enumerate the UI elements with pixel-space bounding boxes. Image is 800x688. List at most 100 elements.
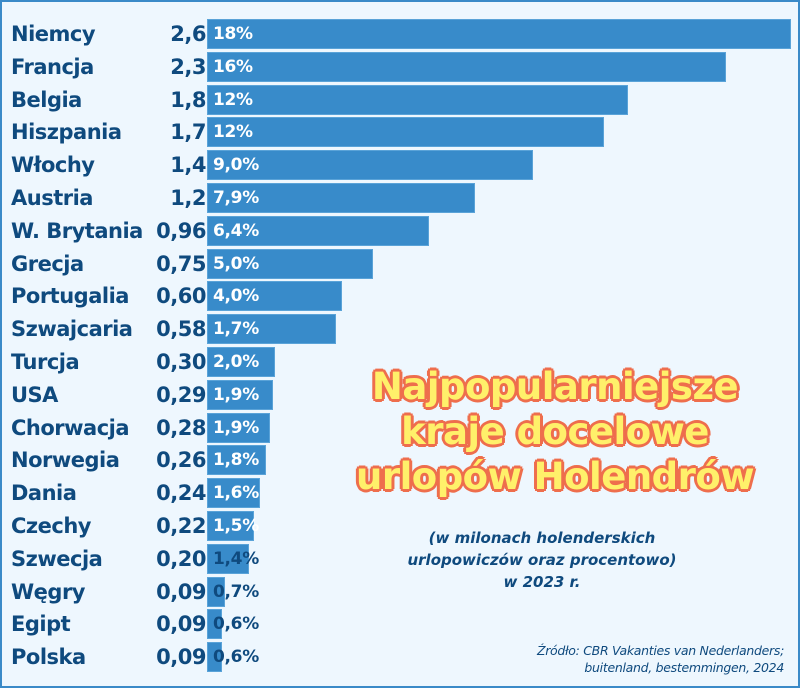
subtitle-line-3: w 2023 r.: [503, 573, 581, 591]
bar: [207, 412, 270, 443]
chart-row: Austria 1,2 7,9%: [2, 183, 800, 213]
country-label: Hiszpania: [11, 120, 122, 145]
percent-label: 6,4%: [213, 220, 259, 241]
chart-row: Grecja 0,75 5,0%: [2, 248, 800, 279]
bar: [207, 281, 342, 312]
value-label: 2,6: [170, 22, 206, 46]
bar: [207, 117, 604, 148]
chart-row: Hiszpania 1,7 12%: [2, 117, 800, 148]
percent-label: 12%: [213, 122, 253, 143]
value-label: 1,4: [170, 153, 206, 178]
subtitle-line-1: (w milonach holenderskich: [428, 529, 656, 547]
bar: [207, 609, 222, 640]
percent-label: 2,0%: [213, 352, 259, 372]
title-line-3: urlopów Holendrów: [356, 455, 755, 498]
chart-subtitle: (w milonach holenderskich urlopowiczów o…: [342, 527, 742, 593]
percent-label: 1,9%: [213, 417, 259, 438]
percent-label: 4,0%: [213, 286, 259, 307]
bar: [207, 314, 336, 345]
bar: [207, 150, 533, 181]
country-label: Włochy: [11, 153, 95, 178]
value-label: 0,26: [156, 448, 206, 473]
country-label: Szwajcaria: [11, 317, 133, 342]
value-label: 0,75: [156, 251, 206, 276]
bar: [207, 642, 222, 673]
percent-label: 1,9%: [213, 384, 259, 405]
country-label: Belgia: [11, 87, 82, 112]
bar: [207, 215, 429, 246]
value-label: 0,60: [156, 284, 206, 309]
country-label: Szwecja: [11, 546, 103, 571]
bar: [207, 248, 373, 279]
bar: [207, 511, 254, 541]
value-label: 0,24: [156, 481, 206, 506]
percent-label: 1,5%: [213, 516, 259, 536]
country-label: Portugalia: [11, 284, 129, 309]
percent-label: 0,7%: [213, 581, 259, 602]
title-line-1: Najpopularniejsze: [371, 365, 739, 408]
bar: [207, 478, 260, 509]
percent-label: 1,8%: [213, 450, 259, 471]
value-label: 0,09: [156, 645, 206, 670]
source-note: Źródło: CBR Vakanties van Nederlanders; …: [537, 642, 784, 676]
value-label: 0,58: [156, 317, 206, 342]
chart-row: Turcja 0,30 2,0%: [2, 347, 800, 377]
value-label: 0,28: [156, 415, 206, 440]
bar: [207, 19, 791, 49]
source-line-2: buitenland, bestemmingen, 2024: [584, 660, 784, 675]
chart-row: Polska 0,09 0,6%: [2, 642, 800, 673]
value-label: 1,7: [170, 120, 206, 145]
country-label: Austria: [11, 186, 93, 210]
chart-row: Węgry 0,09 0,7%: [2, 576, 800, 607]
percent-label: 18%: [213, 24, 253, 44]
country-label: Czechy: [11, 514, 91, 538]
country-label: Francja: [11, 54, 94, 79]
chart-row: Czechy 0,22 1,5%: [2, 511, 800, 541]
title-line-2: kraje docelowe: [401, 410, 709, 453]
percent-label: 1,4%: [213, 548, 259, 569]
country-label: Norwegia: [11, 448, 120, 473]
chart-row: Norwegia 0,26 1,8%: [2, 445, 800, 476]
value-label: 0,29: [156, 382, 206, 407]
percent-label: 16%: [213, 56, 253, 77]
value-label: 0,96: [156, 218, 206, 243]
value-label: 0,30: [156, 350, 206, 374]
chart-row: USA 0,29 1,9%: [2, 379, 800, 410]
chart-row: W. Brytania 0,96 6,4%: [2, 215, 800, 246]
chart-row: Chorwacja 0,28 1,9%: [2, 412, 800, 443]
country-label: Dania: [11, 481, 77, 506]
country-label: Węgry: [11, 579, 85, 604]
chart-row: Włochy 1,4 9,0%: [2, 150, 800, 181]
percent-label: 12%: [213, 89, 253, 110]
percent-label: 0,6%: [213, 647, 259, 668]
percent-label: 5,0%: [213, 253, 259, 274]
percent-label: 9,0%: [213, 155, 259, 176]
chart-row: Szwecja 0,20 1,4%: [2, 543, 800, 574]
value-label: 0,09: [156, 612, 206, 637]
bar: [207, 347, 275, 377]
bar: [207, 51, 726, 82]
bar: [207, 183, 475, 213]
percent-label: 7,9%: [213, 188, 259, 208]
bar: [207, 576, 225, 607]
country-label: Polska: [11, 645, 86, 670]
value-label: 2,3: [170, 54, 206, 79]
chart-row: Dania 0,24 1,6%: [2, 478, 800, 509]
chart-title: Najpopularniejsze kraje docelowe urlopów…: [320, 364, 790, 499]
source-line-1: Źródło: CBR Vakanties van Nederlanders;: [536, 643, 784, 658]
subtitle-line-2: urlopowiczów oraz procentowo): [407, 551, 677, 569]
country-label: Egipt: [11, 612, 71, 637]
value-label: 0,22: [156, 514, 206, 538]
bar: [207, 543, 249, 574]
percent-label: 1,6%: [213, 483, 259, 504]
country-label: W. Brytania: [11, 218, 143, 243]
chart-row: Portugalia 0,60 4,0%: [2, 281, 800, 312]
chart-row: Niemcy 2,6 18%: [2, 19, 800, 49]
country-label: USA: [11, 382, 58, 407]
chart-row: Szwajcaria 0,58 1,7%: [2, 314, 800, 345]
chart-row: Francja 2,3 16%: [2, 51, 800, 82]
country-label: Niemcy: [11, 22, 96, 46]
country-label: Chorwacja: [11, 415, 130, 440]
bar: [207, 445, 266, 476]
